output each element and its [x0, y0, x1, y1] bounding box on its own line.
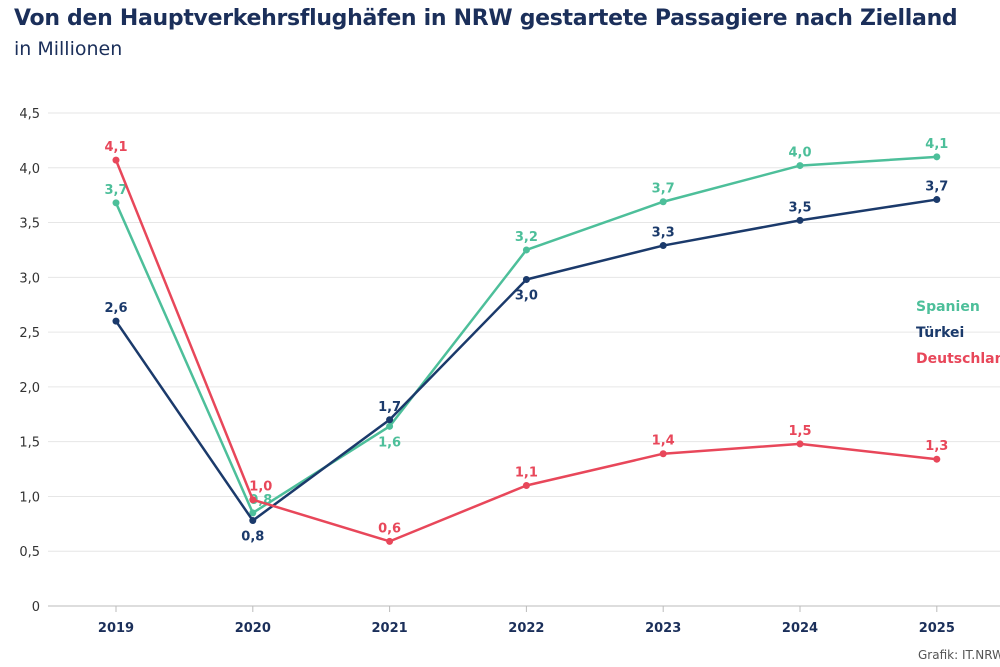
- data-label: 3,7: [925, 180, 948, 195]
- data-point: [249, 496, 257, 504]
- data-label: 1,7: [378, 400, 401, 415]
- data-label: 3,2: [515, 230, 538, 245]
- x-tick-label: 2019: [98, 621, 134, 636]
- legend-entry: Deutschland: [916, 351, 1000, 367]
- data-label: 4,0: [788, 146, 811, 161]
- legend-entry: Türkei: [916, 325, 964, 341]
- data-point: [112, 317, 120, 325]
- data-point: [659, 198, 667, 206]
- y-tick-label: 1,0: [19, 490, 40, 505]
- x-tick-label: 2023: [645, 621, 681, 636]
- data-point: [659, 450, 667, 458]
- data-label: 4,1: [104, 140, 127, 155]
- y-tick-label: 1,5: [19, 436, 40, 451]
- data-point: [249, 509, 257, 517]
- y-tick-label: 0,5: [19, 545, 40, 560]
- data-label: 1,0: [249, 480, 272, 495]
- data-label: 3,0: [515, 289, 538, 304]
- x-tick-label: 2020: [235, 621, 271, 636]
- data-point: [659, 242, 667, 250]
- data-label: 3,3: [652, 226, 675, 241]
- data-point: [522, 246, 530, 254]
- data-point: [796, 216, 804, 224]
- legend-entry: Spanien: [916, 299, 980, 315]
- y-tick-label: 4,0: [19, 162, 40, 177]
- y-tick-label: 0: [32, 600, 40, 615]
- data-label: 4,1: [925, 137, 948, 152]
- y-tick-label: 4,5: [19, 107, 40, 122]
- chart-subtitle: in Millionen: [14, 38, 123, 60]
- chart-title: Von den Hauptverkehrsflughäfen in NRW ge…: [14, 6, 958, 31]
- data-point: [386, 537, 394, 545]
- data-point: [796, 162, 804, 170]
- data-label: 1,6: [378, 435, 401, 450]
- data-point: [796, 440, 804, 448]
- data-point: [933, 196, 941, 204]
- data-point: [249, 517, 257, 525]
- data-point: [522, 276, 530, 284]
- data-label: 0,8: [241, 530, 264, 545]
- y-tick-label: 3,5: [19, 217, 40, 232]
- data-label: 1,4: [652, 434, 675, 449]
- x-tick-label: 2022: [508, 621, 544, 636]
- data-label: 3,7: [652, 182, 675, 197]
- y-tick-label: 2,0: [19, 381, 40, 396]
- data-label: 1,1: [515, 465, 538, 480]
- data-point: [112, 199, 120, 207]
- x-tick-label: 2025: [919, 621, 955, 636]
- data-label: 3,5: [788, 200, 811, 215]
- y-tick-label: 2,5: [19, 326, 40, 341]
- series-line-Spanien: [114, 155, 937, 515]
- data-point: [933, 153, 941, 161]
- data-label: 3,7: [104, 183, 127, 198]
- data-label: 0,6: [378, 521, 401, 536]
- data-point: [386, 416, 394, 424]
- source-note: Grafik: IT.NRW: [918, 648, 1000, 662]
- y-tick-label: 3,0: [19, 271, 40, 286]
- data-label: 2,6: [104, 301, 127, 316]
- data-point: [386, 422, 394, 430]
- data-point: [933, 455, 941, 463]
- data-point: [522, 481, 530, 489]
- data-point: [112, 156, 120, 164]
- data-label: 1,3: [925, 439, 948, 454]
- data-label: 1,5: [788, 424, 811, 439]
- x-tick-label: 2024: [782, 621, 818, 636]
- x-tick-label: 2021: [372, 621, 408, 636]
